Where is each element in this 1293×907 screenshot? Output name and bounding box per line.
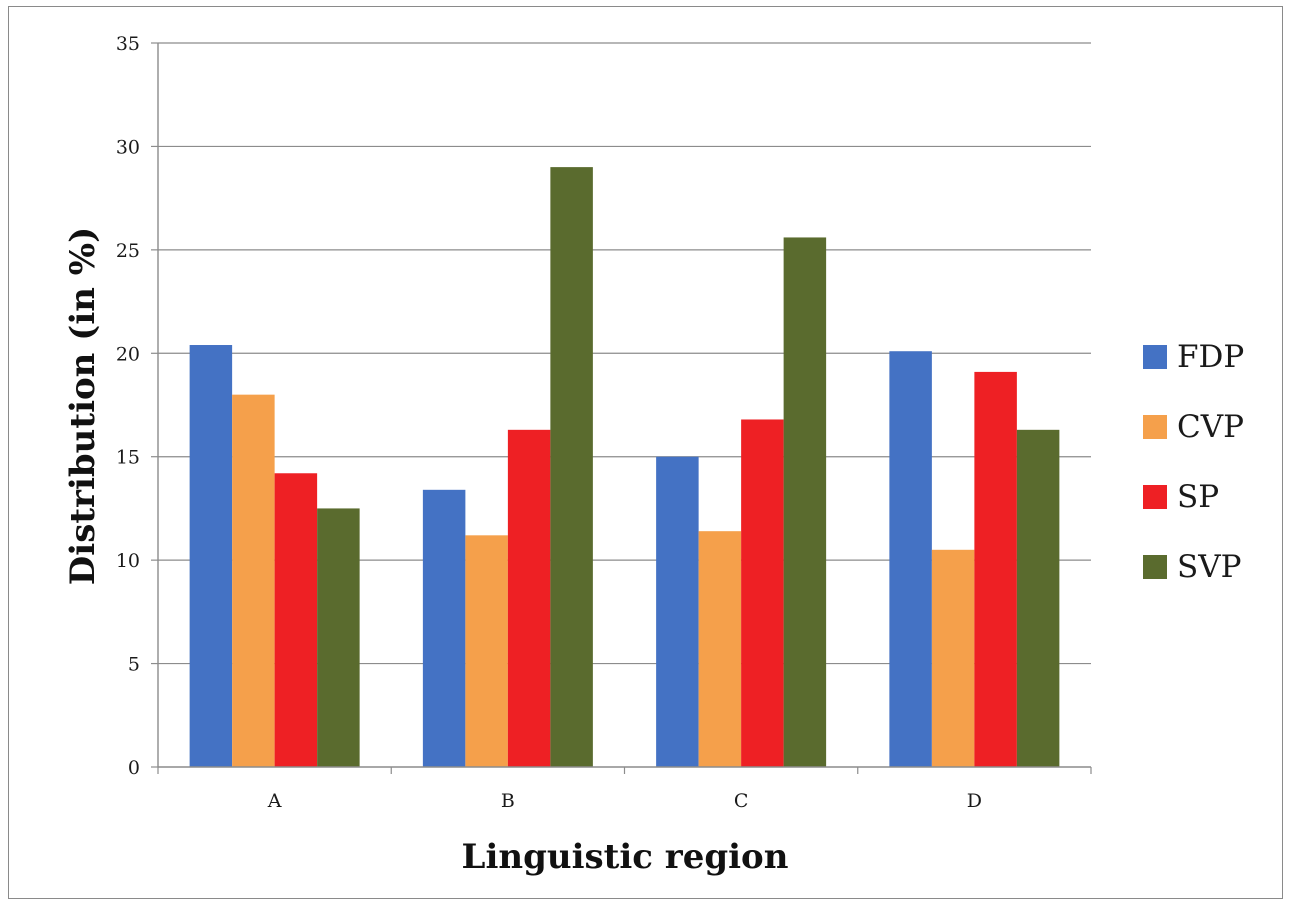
legend-label-cvp: CVP bbox=[1177, 409, 1244, 445]
bar-sp-a bbox=[274, 473, 318, 767]
bar-cvp-c bbox=[698, 531, 742, 767]
tick-labels: 0 5 10 15 20 25 30 35 A B C D bbox=[116, 33, 982, 812]
x-axis-title: Linguistic region bbox=[462, 837, 789, 877]
legend-label-svp: SVP bbox=[1177, 549, 1241, 585]
y-tick-label: 15 bbox=[116, 447, 140, 469]
axes bbox=[151, 42, 1092, 774]
bar-fdp-a bbox=[189, 345, 233, 767]
bar-fdp-c bbox=[656, 456, 699, 767]
legend-label-sp: SP bbox=[1177, 479, 1219, 515]
legend: FDP CVP SP SVP bbox=[1143, 339, 1244, 585]
bar-sp-b bbox=[507, 429, 551, 767]
y-tick-label: 20 bbox=[116, 343, 140, 365]
x-tick-label: C bbox=[734, 790, 749, 812]
legend-swatch-cvp bbox=[1143, 415, 1167, 439]
legend-label-fdp: FDP bbox=[1177, 339, 1244, 375]
y-tick-label: 30 bbox=[116, 136, 140, 158]
y-axis-title: Distribution (in %) bbox=[63, 227, 103, 585]
x-tick-label: D bbox=[967, 790, 982, 812]
bars bbox=[189, 167, 1060, 768]
y-tick-label: 5 bbox=[128, 654, 140, 676]
x-tick-label: B bbox=[501, 790, 515, 812]
bar-fdp-d bbox=[889, 351, 932, 767]
bar-svp-d bbox=[1016, 429, 1060, 767]
y-tick-label: 10 bbox=[116, 550, 140, 572]
bar-sp-d bbox=[974, 371, 1017, 767]
legend-swatch-sp bbox=[1143, 485, 1167, 509]
y-tick-label: 25 bbox=[116, 240, 140, 262]
x-tick-label: A bbox=[267, 790, 282, 812]
bar-fdp-b bbox=[422, 489, 466, 767]
y-tick-label: 0 bbox=[128, 757, 140, 779]
bar-svp-c bbox=[783, 237, 827, 768]
bar-cvp-b bbox=[465, 535, 508, 767]
bar-svp-a bbox=[317, 508, 360, 767]
bar-sp-c bbox=[741, 419, 784, 767]
legend-swatch-fdp bbox=[1143, 345, 1167, 369]
bar-cvp-a bbox=[232, 394, 275, 767]
y-tick-label: 35 bbox=[116, 33, 140, 55]
bar-cvp-d bbox=[931, 549, 975, 767]
legend-swatch-svp bbox=[1143, 555, 1167, 579]
bar-svp-b bbox=[550, 167, 593, 768]
